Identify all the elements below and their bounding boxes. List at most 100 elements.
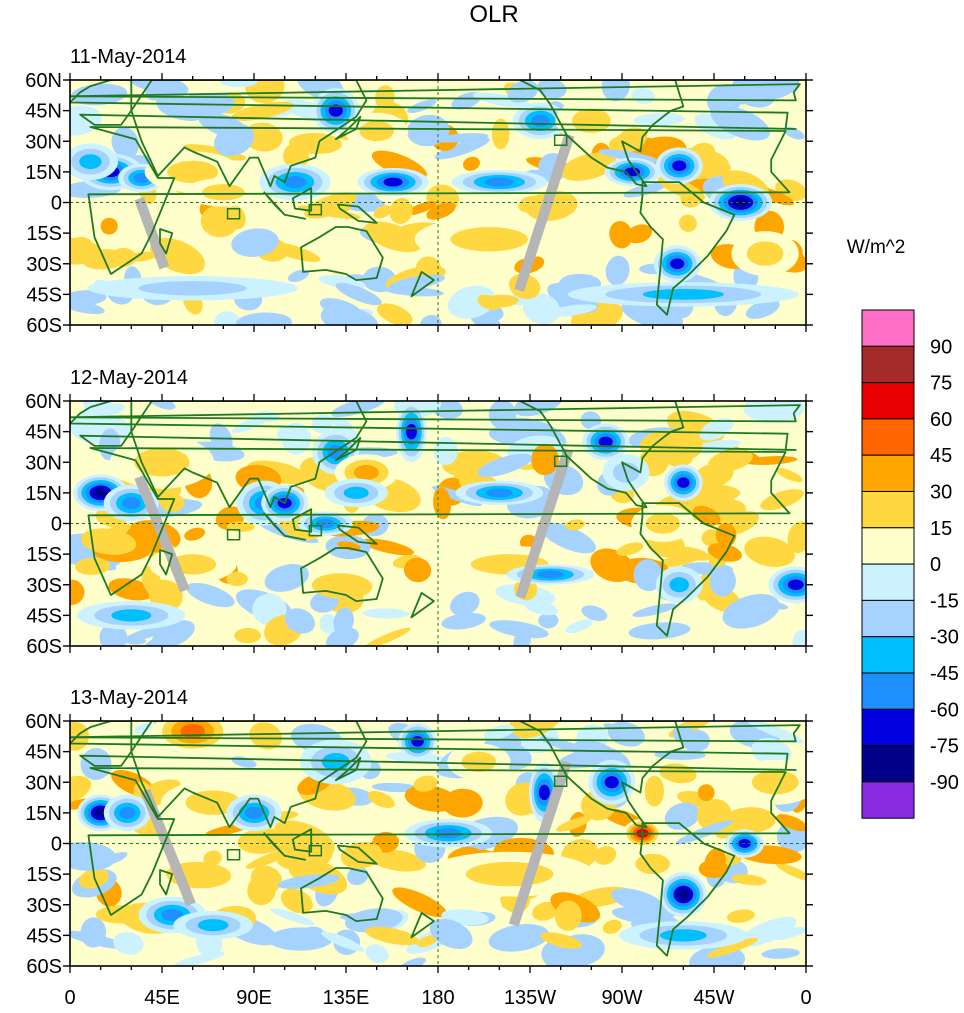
anomaly-blob — [138, 281, 247, 296]
anomaly-patch — [491, 118, 510, 150]
colorbar-swatch — [861, 636, 915, 674]
anomaly-patch — [214, 123, 255, 157]
anomaly-patch — [709, 566, 736, 597]
anomaly-patch — [156, 94, 207, 121]
x-tick-label: 0 — [800, 987, 811, 1009]
anomaly-patch — [367, 790, 395, 809]
y-tick-label: 30S — [26, 254, 62, 276]
region-box — [553, 455, 568, 467]
colorbar-label: -60 — [930, 699, 959, 721]
anomaly-patch — [640, 430, 703, 463]
coastline — [336, 844, 378, 865]
anomaly-patch — [234, 628, 262, 644]
colorbar-label: 15 — [930, 518, 952, 540]
colorbar-label: -90 — [930, 772, 959, 794]
missing-data-strip — [140, 788, 196, 907]
anomaly-patch — [532, 901, 559, 921]
anomaly-patch — [554, 900, 582, 931]
y-tick-label: 15N — [25, 162, 62, 184]
colorbar-label: -75 — [930, 736, 959, 758]
colorbar-swatch — [861, 745, 915, 783]
coastline — [70, 83, 801, 102]
coastline — [518, 80, 685, 188]
region-box — [308, 844, 323, 857]
colorbar-swatch — [861, 309, 915, 347]
anomaly-blob — [161, 908, 183, 922]
anomaly-patch — [540, 932, 582, 949]
coastline — [159, 869, 174, 896]
y-tick-label: 45S — [26, 925, 62, 947]
colorbar-swatch — [861, 345, 915, 384]
missing-data-strip — [134, 475, 190, 593]
anomaly-patch — [264, 564, 309, 592]
anomaly-patch — [268, 927, 333, 951]
anomaly-blob — [598, 436, 613, 448]
anomaly-blob — [94, 808, 108, 818]
anomaly-blob — [732, 197, 749, 208]
coastline — [336, 524, 378, 545]
anomaly-patch — [744, 536, 795, 567]
anomaly-patch — [565, 619, 593, 634]
anomaly-patch — [628, 622, 691, 640]
anomaly-patch — [435, 133, 489, 143]
anomaly-patch — [601, 80, 630, 102]
coastline — [87, 447, 791, 596]
colorbar-label: 45 — [930, 445, 952, 467]
y-tick-label: 15N — [25, 483, 62, 505]
anomaly-blob — [486, 488, 513, 498]
anomaly-blob — [450, 227, 528, 252]
anomaly-patch — [489, 620, 549, 639]
anomaly-patch — [722, 593, 780, 629]
anomaly-blob — [111, 609, 152, 622]
anomaly-patch — [70, 299, 105, 315]
anomaly-patch — [477, 294, 501, 310]
anomaly-patch — [231, 228, 279, 257]
anomaly-patch — [364, 221, 422, 253]
anomaly-blob — [670, 258, 685, 270]
colorbar-label: 75 — [930, 373, 952, 395]
map-panels: 11-May-201460N45N30N15N015S30S45S60S12-M… — [25, 46, 813, 978]
anomaly-blob — [531, 114, 550, 127]
anomaly-patch — [365, 944, 389, 964]
anomaly-patch — [184, 527, 206, 541]
anomaly-patch — [365, 926, 419, 946]
colorbar-label: -30 — [930, 627, 959, 649]
anomaly-patch — [710, 105, 771, 141]
anomaly-patch — [560, 152, 617, 181]
anomaly-patch — [463, 156, 480, 171]
anomaly-blob — [353, 465, 379, 480]
y-tick-label: 45N — [25, 742, 62, 764]
anomaly-patch — [407, 99, 437, 114]
anomaly-patch — [472, 92, 532, 108]
anomaly-patch — [364, 627, 411, 646]
x-tick-label: 45W — [693, 987, 734, 1009]
y-tick-label: 60S — [26, 315, 62, 337]
anomaly-patch — [602, 919, 622, 934]
anomaly-patch — [707, 449, 753, 472]
anomaly-blob — [134, 448, 190, 477]
y-tick-label: 60S — [26, 636, 62, 658]
coastline — [87, 126, 791, 275]
anomaly-patch — [470, 313, 502, 325]
anomaly-patch — [565, 519, 585, 531]
anomaly-patch — [543, 525, 577, 539]
coastline — [70, 401, 797, 451]
coastline — [518, 721, 685, 829]
colorbar: W/m^2 90 75 60 45 30 15 0 -15 -30 -45 -60 -75 -90 — [847, 237, 959, 819]
anomaly-patch — [731, 874, 767, 886]
anomaly-patch — [284, 608, 315, 634]
anomaly-patch — [610, 888, 666, 915]
anomaly-patch — [477, 453, 532, 477]
anomaly-patch — [226, 205, 246, 230]
anomaly-blob — [538, 784, 550, 801]
anomaly-patch — [441, 612, 486, 630]
y-tick-label: 45S — [26, 605, 62, 627]
anomaly-patch — [776, 814, 806, 832]
anomaly-patch — [694, 113, 737, 140]
colorbar-swatch — [861, 563, 915, 601]
anomaly-patch — [413, 775, 438, 792]
anomaly-patch — [783, 126, 805, 140]
coastline — [639, 502, 736, 637]
anomaly-patch — [545, 304, 597, 317]
anomaly-patch — [707, 543, 742, 562]
